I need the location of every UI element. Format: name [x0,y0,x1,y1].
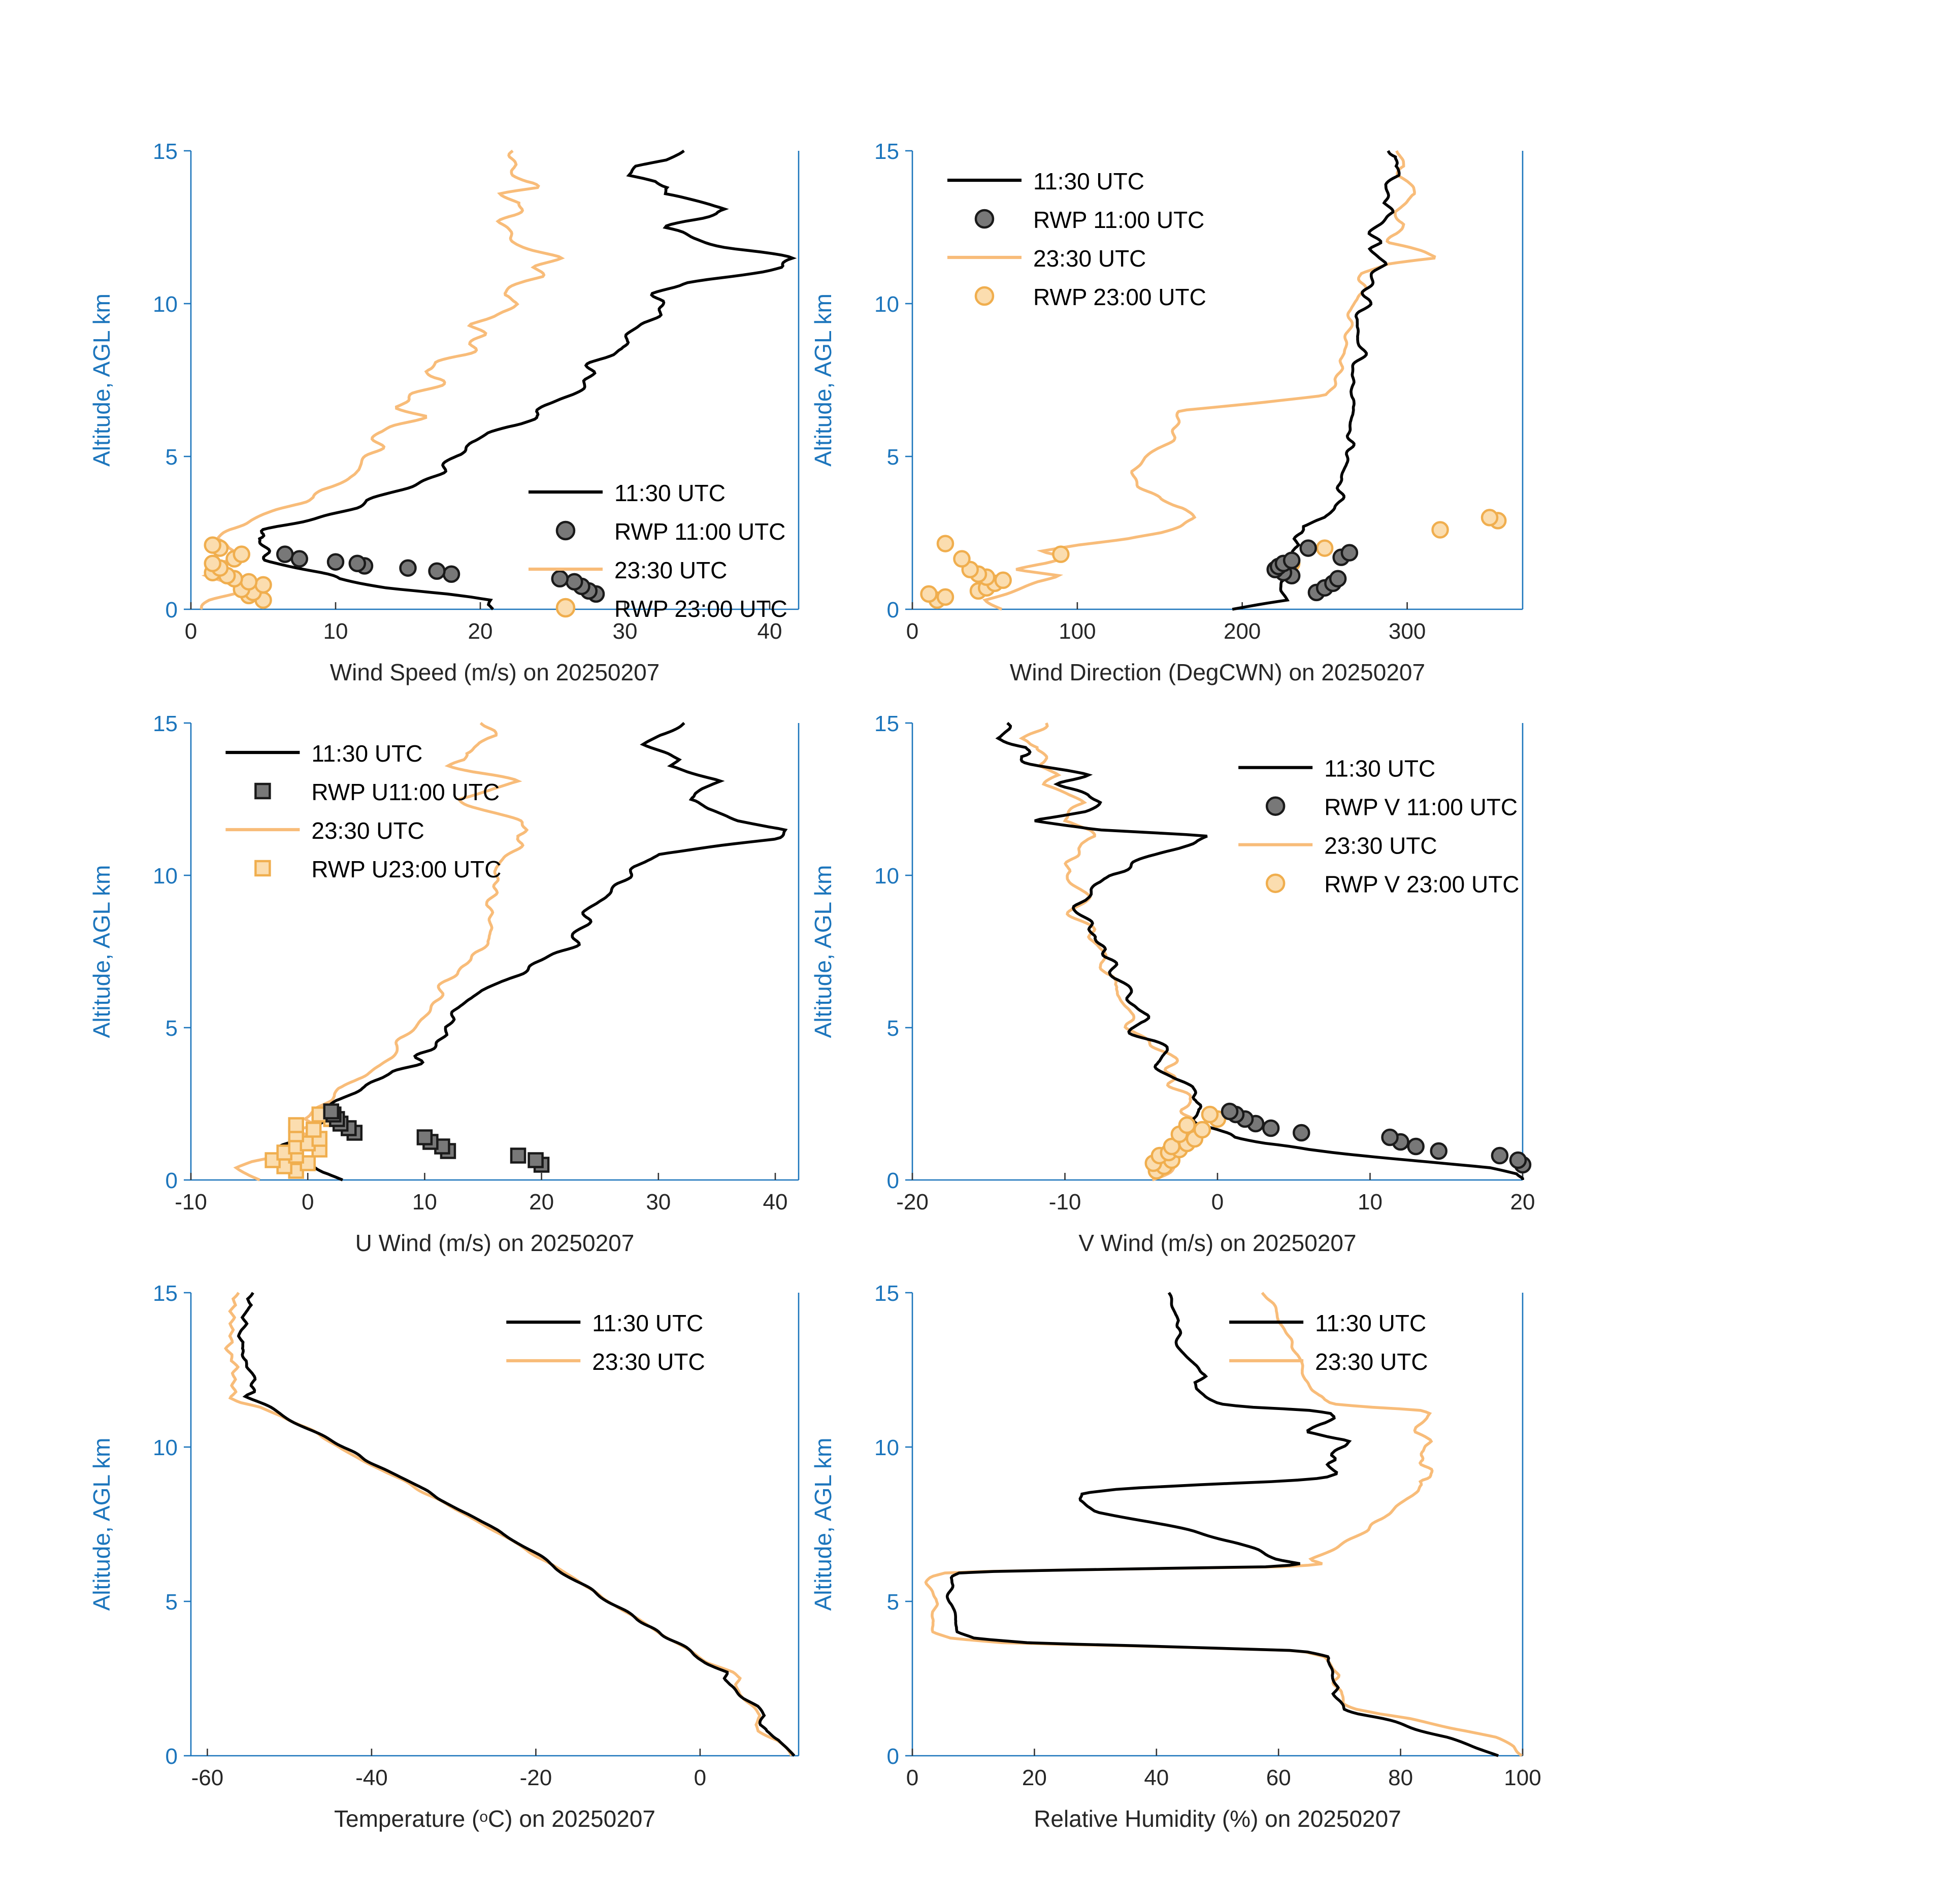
svg-text:Relative Humidity (%) on 20250: Relative Humidity (%) on 20250207 [1034,1805,1401,1832]
svg-text:20: 20 [529,1190,554,1214]
svg-text:15: 15 [874,1281,899,1306]
svg-text:15: 15 [874,139,899,164]
svg-text:5: 5 [166,1016,178,1041]
svg-text:5: 5 [887,1590,899,1615]
svg-text:0: 0 [1211,1190,1224,1214]
svg-text:15: 15 [153,139,178,164]
svg-text:11:30 UTC: 11:30 UTC [614,480,726,506]
svg-text:23:30 UTC: 23:30 UTC [1315,1349,1428,1375]
svg-text:40: 40 [758,619,782,644]
svg-text:11:30 UTC: 11:30 UTC [592,1310,703,1336]
svg-text:23:30 UTC: 23:30 UTC [1033,245,1146,272]
svg-text:Temperature (oC) on 20250207: Temperature (oC) on 20250207 [334,1805,655,1832]
svg-text:10: 10 [874,864,899,889]
svg-text:20: 20 [1022,1765,1047,1790]
svg-text:Altitude, AGL km: Altitude, AGL km [810,293,836,467]
svg-text:-40: -40 [355,1765,388,1790]
svg-text:RWP V 11:00 UTC: RWP V 11:00 UTC [1324,794,1518,820]
svg-text:Wind Direction (DegCWN) on 202: Wind Direction (DegCWN) on 20250207 [1010,659,1425,685]
svg-text:20: 20 [1510,1190,1535,1214]
svg-text:0: 0 [166,598,178,622]
svg-text:10: 10 [153,1435,178,1460]
svg-text:0: 0 [906,619,918,644]
svg-text:11:30 UTC: 11:30 UTC [1315,1310,1426,1336]
svg-text:11:30 UTC: 11:30 UTC [1324,756,1435,782]
svg-text:RWP 11:00 UTC: RWP 11:00 UTC [1033,207,1204,233]
svg-text:Wind Speed (m/s) on 20250207: Wind Speed (m/s) on 20250207 [330,659,660,685]
svg-text:5: 5 [887,1016,899,1041]
svg-text:-60: -60 [191,1765,224,1790]
svg-text:100: 100 [1504,1765,1541,1790]
svg-text:0: 0 [887,598,899,622]
svg-text:10: 10 [153,292,178,317]
svg-text:-10: -10 [1049,1190,1081,1214]
svg-text:V Wind (m/s) on 20250207: V Wind (m/s) on 20250207 [1078,1230,1356,1256]
svg-text:40: 40 [1144,1765,1169,1790]
svg-text:Altitude, AGL km: Altitude, AGL km [88,293,115,467]
svg-text:RWP V 23:00 UTC: RWP V 23:00 UTC [1324,871,1519,898]
svg-text:100: 100 [1059,619,1096,644]
svg-text:Altitude, AGL km: Altitude, AGL km [88,1438,115,1611]
svg-text:20: 20 [468,619,493,644]
svg-text:300: 300 [1389,619,1426,644]
svg-text:RWP 11:00 UTC: RWP 11:00 UTC [614,518,785,545]
svg-text:200: 200 [1224,619,1261,644]
svg-text:23:30 UTC: 23:30 UTC [311,817,424,844]
svg-text:RWP 23:00 UTC: RWP 23:00 UTC [1033,284,1206,310]
svg-text:-10: -10 [175,1190,207,1214]
svg-text:0: 0 [302,1190,314,1214]
svg-text:5: 5 [166,1590,178,1615]
svg-text:-20: -20 [896,1190,929,1214]
svg-text:RWP U11:00 UTC: RWP U11:00 UTC [311,779,500,805]
svg-text:30: 30 [646,1190,671,1214]
svg-text:80: 80 [1388,1765,1413,1790]
svg-text:10: 10 [874,292,899,317]
svg-text:11:30 UTC: 11:30 UTC [311,740,422,767]
svg-text:30: 30 [613,619,638,644]
svg-text:15: 15 [153,1281,178,1306]
svg-text:-20: -20 [520,1765,552,1790]
svg-text:Altitude, AGL km: Altitude, AGL km [88,865,115,1038]
svg-text:23:30 UTC: 23:30 UTC [1324,833,1437,859]
svg-text:0: 0 [166,1744,178,1769]
svg-text:0: 0 [694,1765,706,1790]
svg-text:40: 40 [763,1190,788,1214]
svg-text:Altitude, AGL km: Altitude, AGL km [810,865,836,1038]
svg-text:5: 5 [887,445,899,470]
svg-text:60: 60 [1266,1765,1291,1790]
svg-text:10: 10 [874,1435,899,1460]
svg-text:RWP 23:00 UTC: RWP 23:00 UTC [614,596,787,622]
svg-text:11:30 UTC: 11:30 UTC [1033,168,1144,194]
svg-text:0: 0 [887,1744,899,1769]
svg-text:15: 15 [153,711,178,736]
svg-text:23:30 UTC: 23:30 UTC [614,557,727,583]
svg-text:U Wind (m/s) on 20250207: U Wind (m/s) on 20250207 [355,1230,635,1256]
svg-text:23:30 UTC: 23:30 UTC [592,1349,705,1375]
svg-text:10: 10 [412,1190,437,1214]
svg-text:Altitude, AGL km: Altitude, AGL km [810,1438,836,1611]
svg-text:15: 15 [874,711,899,736]
svg-text:10: 10 [1358,1190,1383,1214]
svg-text:RWP U23:00 UTC: RWP U23:00 UTC [311,856,501,882]
svg-text:10: 10 [153,864,178,889]
svg-text:0: 0 [906,1765,918,1790]
svg-text:5: 5 [166,445,178,470]
svg-text:0: 0 [185,619,197,644]
svg-text:10: 10 [323,619,348,644]
